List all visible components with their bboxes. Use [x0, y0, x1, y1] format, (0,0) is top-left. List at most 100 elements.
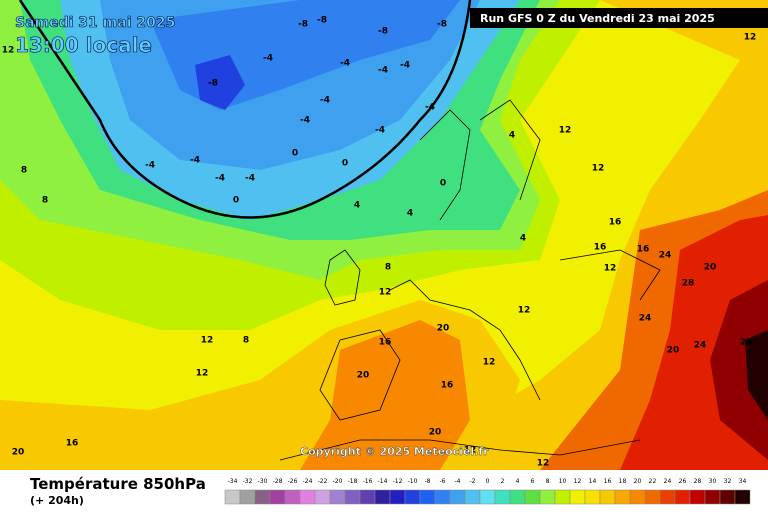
scale-label: -12: [393, 478, 403, 485]
contour-label: 20: [667, 346, 680, 356]
contour-label: 12: [604, 264, 617, 274]
contour-label: 0: [292, 149, 298, 159]
scale-label: 14: [589, 478, 597, 485]
scale-label: 4: [516, 478, 520, 485]
contour-label: -4: [340, 59, 350, 69]
contour-label: 12: [196, 369, 209, 379]
contour-label: -8: [208, 79, 218, 89]
scale-swatch: [359, 489, 376, 505]
contour-label: 8: [385, 263, 391, 273]
scale-label: 24: [664, 478, 672, 485]
contour-label: 16: [66, 439, 79, 449]
contour-label: 12: [379, 288, 392, 298]
contour-label: -8: [437, 20, 447, 30]
scale-swatch: [554, 489, 571, 505]
contour-label: -4: [190, 156, 200, 166]
scale-label: -20: [333, 478, 343, 485]
scale-swatch: [689, 489, 706, 505]
contour-label: 4: [520, 234, 526, 244]
copyright: Copyright © 2025 Meteociel.fr: [300, 445, 489, 458]
scale-swatch: [389, 489, 406, 505]
contour-label: 16: [379, 338, 392, 348]
scale-swatch: [644, 489, 661, 505]
footer-title: Température 850hPa: [30, 475, 206, 493]
scale-swatch: [284, 489, 301, 505]
footer-lead: (+ 204h): [30, 494, 84, 507]
contour-label: 12: [483, 358, 496, 368]
contour-label: 12: [2, 46, 15, 56]
scale-swatch: [299, 489, 316, 505]
scale-label: 2: [501, 478, 505, 485]
scale-swatch: [419, 489, 436, 505]
contour-label: -4: [320, 96, 330, 106]
contour-labels: -8 -8 -8 -8 -8 -4 -4 -4 -4 -4 -4 -4 -4 -4 -4 -4 -4 0 0 0 0 4 4…: [2, 16, 757, 469]
scale-swatch: [659, 489, 676, 505]
scale-label: -2: [470, 478, 476, 485]
contour-label: 28: [740, 338, 753, 348]
contour-label: -8: [317, 16, 327, 26]
scale-swatch: [599, 489, 616, 505]
contour-label: 16: [609, 218, 622, 228]
contour-label: 20: [12, 448, 25, 458]
run-box: [470, 8, 768, 28]
contour-label: 12: [559, 126, 572, 136]
scale-swatch: [494, 489, 511, 505]
scale-swatch: [344, 489, 361, 505]
scale-swatch: [329, 489, 346, 505]
scale-label: -4: [455, 478, 461, 485]
contour-label: -8: [378, 27, 388, 37]
scale-swatch: [674, 489, 691, 505]
scale-label: 8: [546, 478, 550, 485]
contour-label: -4: [375, 126, 385, 136]
contour-label: 12: [201, 336, 214, 346]
contour-label: 16: [594, 243, 607, 253]
scale-label: 28: [694, 478, 702, 485]
scale-label: -32: [243, 478, 253, 485]
contour-label: -4: [263, 54, 273, 64]
scale-label: -30: [258, 478, 268, 485]
scale-swatch: [614, 489, 631, 505]
contour-label: 0: [440, 179, 446, 189]
scale-swatch: [719, 489, 736, 505]
contour-label: 12: [537, 459, 550, 469]
scale-label: 32: [724, 478, 732, 485]
contour-label: 8: [243, 336, 249, 346]
scale-label: 12: [574, 478, 582, 485]
scale-label: 22: [649, 478, 657, 485]
header: Samedi 31 mai 2025 13:00 locale Run GFS …: [15, 8, 768, 57]
scale-label: 6: [531, 478, 535, 485]
scale-label: -34: [228, 478, 238, 485]
scale-label: 30: [709, 478, 717, 485]
contour-label: 0: [233, 196, 239, 206]
contour-label: 12: [464, 446, 477, 456]
contour-label: 28: [682, 279, 695, 289]
coastlines: [279, 99, 661, 461]
scale-label: 10: [559, 478, 567, 485]
scale-swatch: [509, 489, 526, 505]
contour-label: 8: [42, 196, 48, 206]
scale-label: -14: [378, 478, 388, 485]
scale-swatch: [314, 489, 331, 505]
temperature-fields: [0, 0, 768, 470]
contour-label: 4: [354, 201, 360, 211]
contour-label: 20: [429, 428, 442, 438]
scale-swatch: [479, 489, 496, 505]
scale-label: 20: [634, 478, 642, 485]
contour-label: 12: [744, 33, 757, 43]
scale-label: -28: [273, 478, 283, 485]
contour-label: 20: [357, 371, 370, 381]
scale-label: -24: [303, 478, 313, 485]
scale-swatch: [239, 489, 256, 505]
scale-swatch: [374, 489, 391, 505]
scale-swatch: [254, 489, 271, 505]
scale-swatch: [449, 489, 466, 505]
scale-swatch: [704, 489, 721, 505]
scale-swatch: [539, 489, 556, 505]
contour-label: 24: [659, 251, 672, 261]
contour-label: 24: [639, 314, 652, 324]
scale-swatch: [269, 489, 286, 505]
run-label: Run GFS 0 Z du Vendredi 23 mai 2025: [480, 12, 715, 25]
scale-label: -10: [408, 478, 418, 485]
scale-swatch: [464, 489, 481, 505]
